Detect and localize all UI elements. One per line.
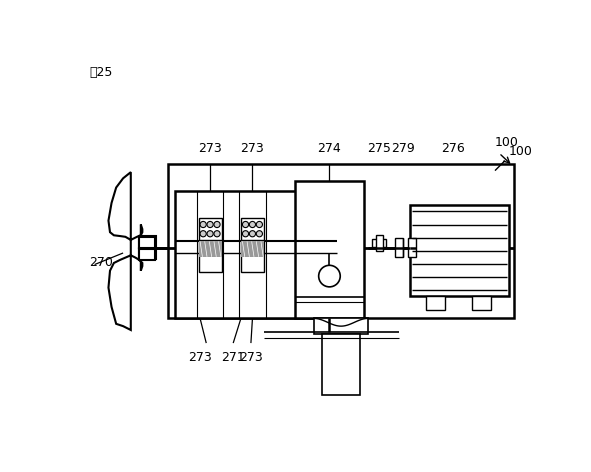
- Bar: [472, 296, 491, 310]
- Text: 273: 273: [188, 351, 212, 364]
- Bar: [376, 235, 382, 251]
- Bar: [295, 181, 364, 319]
- Bar: [410, 205, 509, 296]
- Polygon shape: [109, 172, 142, 330]
- Bar: [139, 237, 155, 248]
- Circle shape: [256, 221, 262, 228]
- Text: 273: 273: [198, 142, 222, 155]
- Circle shape: [214, 231, 220, 237]
- Bar: [426, 296, 445, 310]
- Text: 100: 100: [495, 136, 519, 149]
- Text: 275: 275: [368, 142, 391, 155]
- Bar: [241, 242, 264, 272]
- Text: 274: 274: [317, 142, 342, 155]
- Bar: [322, 334, 361, 396]
- Text: 図25: 図25: [89, 66, 113, 79]
- Text: 276: 276: [441, 142, 465, 155]
- Circle shape: [207, 221, 213, 228]
- Bar: [176, 191, 337, 319]
- Text: 279: 279: [391, 142, 414, 155]
- Bar: [199, 219, 222, 240]
- Bar: [241, 242, 264, 257]
- Bar: [139, 249, 155, 260]
- Circle shape: [207, 231, 213, 237]
- Bar: [395, 238, 402, 257]
- Circle shape: [249, 231, 255, 237]
- Bar: [199, 242, 222, 272]
- Text: 273: 273: [239, 351, 263, 364]
- Bar: [139, 236, 156, 248]
- Bar: [199, 242, 222, 257]
- Bar: [372, 239, 386, 247]
- Bar: [314, 319, 368, 334]
- Bar: [241, 219, 264, 240]
- Circle shape: [200, 221, 206, 228]
- Circle shape: [200, 231, 206, 237]
- Circle shape: [249, 221, 255, 228]
- Bar: [139, 248, 156, 259]
- Circle shape: [256, 231, 262, 237]
- Bar: [408, 238, 415, 257]
- Text: 100: 100: [509, 145, 532, 158]
- Text: 271: 271: [221, 351, 245, 364]
- Bar: [168, 164, 514, 319]
- Circle shape: [214, 221, 220, 228]
- Circle shape: [242, 231, 249, 237]
- Circle shape: [319, 265, 340, 287]
- Text: 270: 270: [89, 256, 113, 270]
- Text: 273: 273: [241, 142, 264, 155]
- Circle shape: [242, 221, 249, 228]
